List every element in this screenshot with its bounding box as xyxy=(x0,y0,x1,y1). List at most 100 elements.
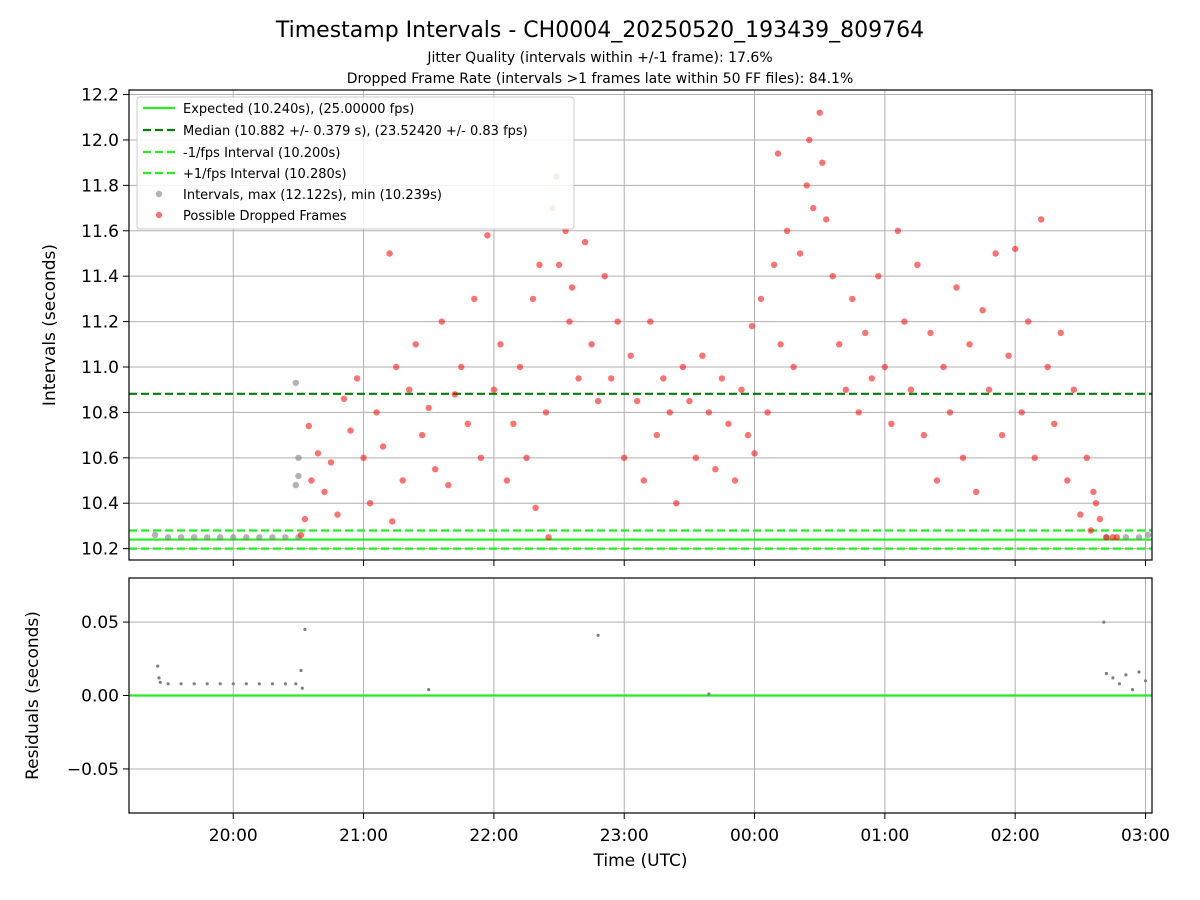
dropped-frame-point-101 xyxy=(888,420,895,427)
dropped-frame-point-39 xyxy=(532,504,539,511)
dropped-frame-point-133 xyxy=(1090,488,1097,496)
dropped-frame-point-89 xyxy=(816,109,823,116)
interval-point-14 xyxy=(295,454,302,461)
dropped-frame-point-97 xyxy=(862,329,869,337)
residual-point-0 xyxy=(156,664,160,668)
y-tick-label-10: 12.2 xyxy=(81,86,119,106)
residual-point-12 xyxy=(283,682,287,686)
dropped-frame-point-135 xyxy=(1096,515,1104,523)
interval-point-3 xyxy=(191,534,198,541)
dropped-frame-point-92 xyxy=(829,273,836,280)
dropped-frame-point-88 xyxy=(810,204,817,212)
dropped-frame-point-131 xyxy=(1083,454,1091,461)
residual-point-22 xyxy=(1111,676,1115,680)
dropped-frame-point-72 xyxy=(725,420,732,427)
dropped-frame-point-91 xyxy=(823,216,830,223)
dropped-frame-point-57 xyxy=(627,352,634,359)
dropped-frame-point-100 xyxy=(881,363,888,371)
dropped-frame-point-1 xyxy=(301,515,309,523)
dropped-frame-rate-subtitle: Dropped Frame Rate (intervals >1 frames … xyxy=(347,71,854,87)
interval-point-1 xyxy=(164,534,172,541)
dropped-frame-point-36 xyxy=(516,363,524,371)
x-tick-label-6: 02:00 xyxy=(991,826,1040,846)
dropped-frame-point-116 xyxy=(985,386,993,393)
dropped-frame-point-30 xyxy=(477,454,485,461)
dropped-frame-point-125 xyxy=(1044,363,1051,371)
legend-label-plus-fps: +1/fps Interval (10.280s) xyxy=(183,167,347,182)
dropped-frame-point-49 xyxy=(575,375,582,382)
dropped-frame-point-117 xyxy=(992,250,999,257)
dropped-frame-point-40 xyxy=(536,261,543,268)
dropped-frame-point-126 xyxy=(1051,420,1058,427)
residual-point-5 xyxy=(192,682,196,686)
dropped-frame-point-110 xyxy=(946,409,954,416)
y-tick-label-2: 0.05 xyxy=(81,613,119,633)
y-axis-label: Intervals (seconds) xyxy=(40,244,60,406)
dropped-frame-point-51 xyxy=(588,341,595,348)
dropped-frame-point-121 xyxy=(1018,409,1025,416)
residual-point-4 xyxy=(179,682,183,686)
dropped-frame-point-103 xyxy=(901,318,908,325)
dropped-frame-point-112 xyxy=(959,454,967,461)
dropped-frame-point-76 xyxy=(751,450,758,457)
dropped-frame-point-63 xyxy=(666,409,673,416)
dropped-frame-point-129 xyxy=(1070,386,1078,393)
dropped-frame-point-66 xyxy=(686,397,693,405)
dropped-frame-point-60 xyxy=(647,318,654,325)
dropped-frame-point-85 xyxy=(796,250,804,257)
interval-point-19 xyxy=(1144,531,1152,539)
residual-point-9 xyxy=(244,682,248,686)
dropped-frame-point-86 xyxy=(803,182,810,189)
dropped-frame-point-0 xyxy=(297,531,305,539)
interval-point-18 xyxy=(1135,534,1143,541)
dropped-frame-point-32 xyxy=(490,386,498,393)
dropped-frame-point-95 xyxy=(849,295,856,303)
dropped-frame-point-29 xyxy=(471,295,478,303)
dropped-frame-point-138 xyxy=(1113,534,1121,541)
intervals-panel: 10.2 10.4 10.6 10.8 11.0 11.2 11.4 11.6 11.8 12.0… xyxy=(40,86,1153,566)
dropped-frame-point-93 xyxy=(836,341,843,348)
dropped-frame-point-107 xyxy=(927,329,934,337)
dropped-frame-point-62 xyxy=(660,375,667,382)
residual-point-23 xyxy=(1117,682,1121,686)
dropped-frame-point-10 xyxy=(353,375,361,382)
legend-label-dropped: Possible Dropped Frames xyxy=(183,209,347,224)
dropped-frame-point-118 xyxy=(998,431,1006,439)
dropped-frame-point-16 xyxy=(389,518,396,525)
dropped-frame-point-127 xyxy=(1057,329,1065,337)
interval-point-9 xyxy=(269,534,276,541)
residual-point-8 xyxy=(231,682,235,686)
legend-label-minus-fps: -1/fps Interval (10.200s) xyxy=(183,146,340,161)
interval-point-10 xyxy=(282,534,289,541)
dropped-frame-point-120 xyxy=(1012,245,1019,253)
x-tick-label-7: 03:00 xyxy=(1121,826,1170,846)
residual-point-18 xyxy=(596,633,600,637)
residuals-panel: −0.05 0.00 0.05 20:00 21:00 22:00 23:00 00:00 01… xyxy=(23,577,1170,871)
interval-point-8 xyxy=(256,534,263,541)
interval-point-4 xyxy=(204,534,211,541)
dropped-frame-point-20 xyxy=(412,341,419,348)
dropped-frame-point-45 xyxy=(555,261,563,268)
legend-label-intervals: Intervals, max (12.122s), min (10.239s) xyxy=(183,188,442,203)
dropped-frame-point-26 xyxy=(451,391,458,398)
residual-point-10 xyxy=(257,682,261,686)
residual-point-7 xyxy=(218,682,222,686)
y-tick-label-7: 11.6 xyxy=(81,222,119,242)
residual-point-2 xyxy=(158,680,162,684)
dropped-frame-point-19 xyxy=(406,386,413,393)
interval-point-12 xyxy=(292,481,299,489)
residual-point-25 xyxy=(1130,688,1135,692)
residual-point-26 xyxy=(1137,670,1141,674)
jitter-quality-subtitle: Jitter Quality (intervals within +/-1 fr… xyxy=(426,50,772,66)
dropped-frame-point-102 xyxy=(894,227,902,234)
dropped-frame-point-31 xyxy=(484,232,491,239)
legend-marker-dropped xyxy=(155,211,163,219)
dropped-frame-point-105 xyxy=(914,261,921,268)
chart-title: Timestamp Intervals - CH0004_20250520_19… xyxy=(275,18,924,43)
legend-label-median: Median (10.882 +/- 0.379 s), (23.52420 +… xyxy=(183,124,528,139)
legend-marker-intervals xyxy=(155,190,163,198)
dropped-frame-point-134 xyxy=(1092,500,1100,507)
residual-point-27 xyxy=(1143,679,1148,683)
dropped-frame-point-13 xyxy=(373,409,380,416)
